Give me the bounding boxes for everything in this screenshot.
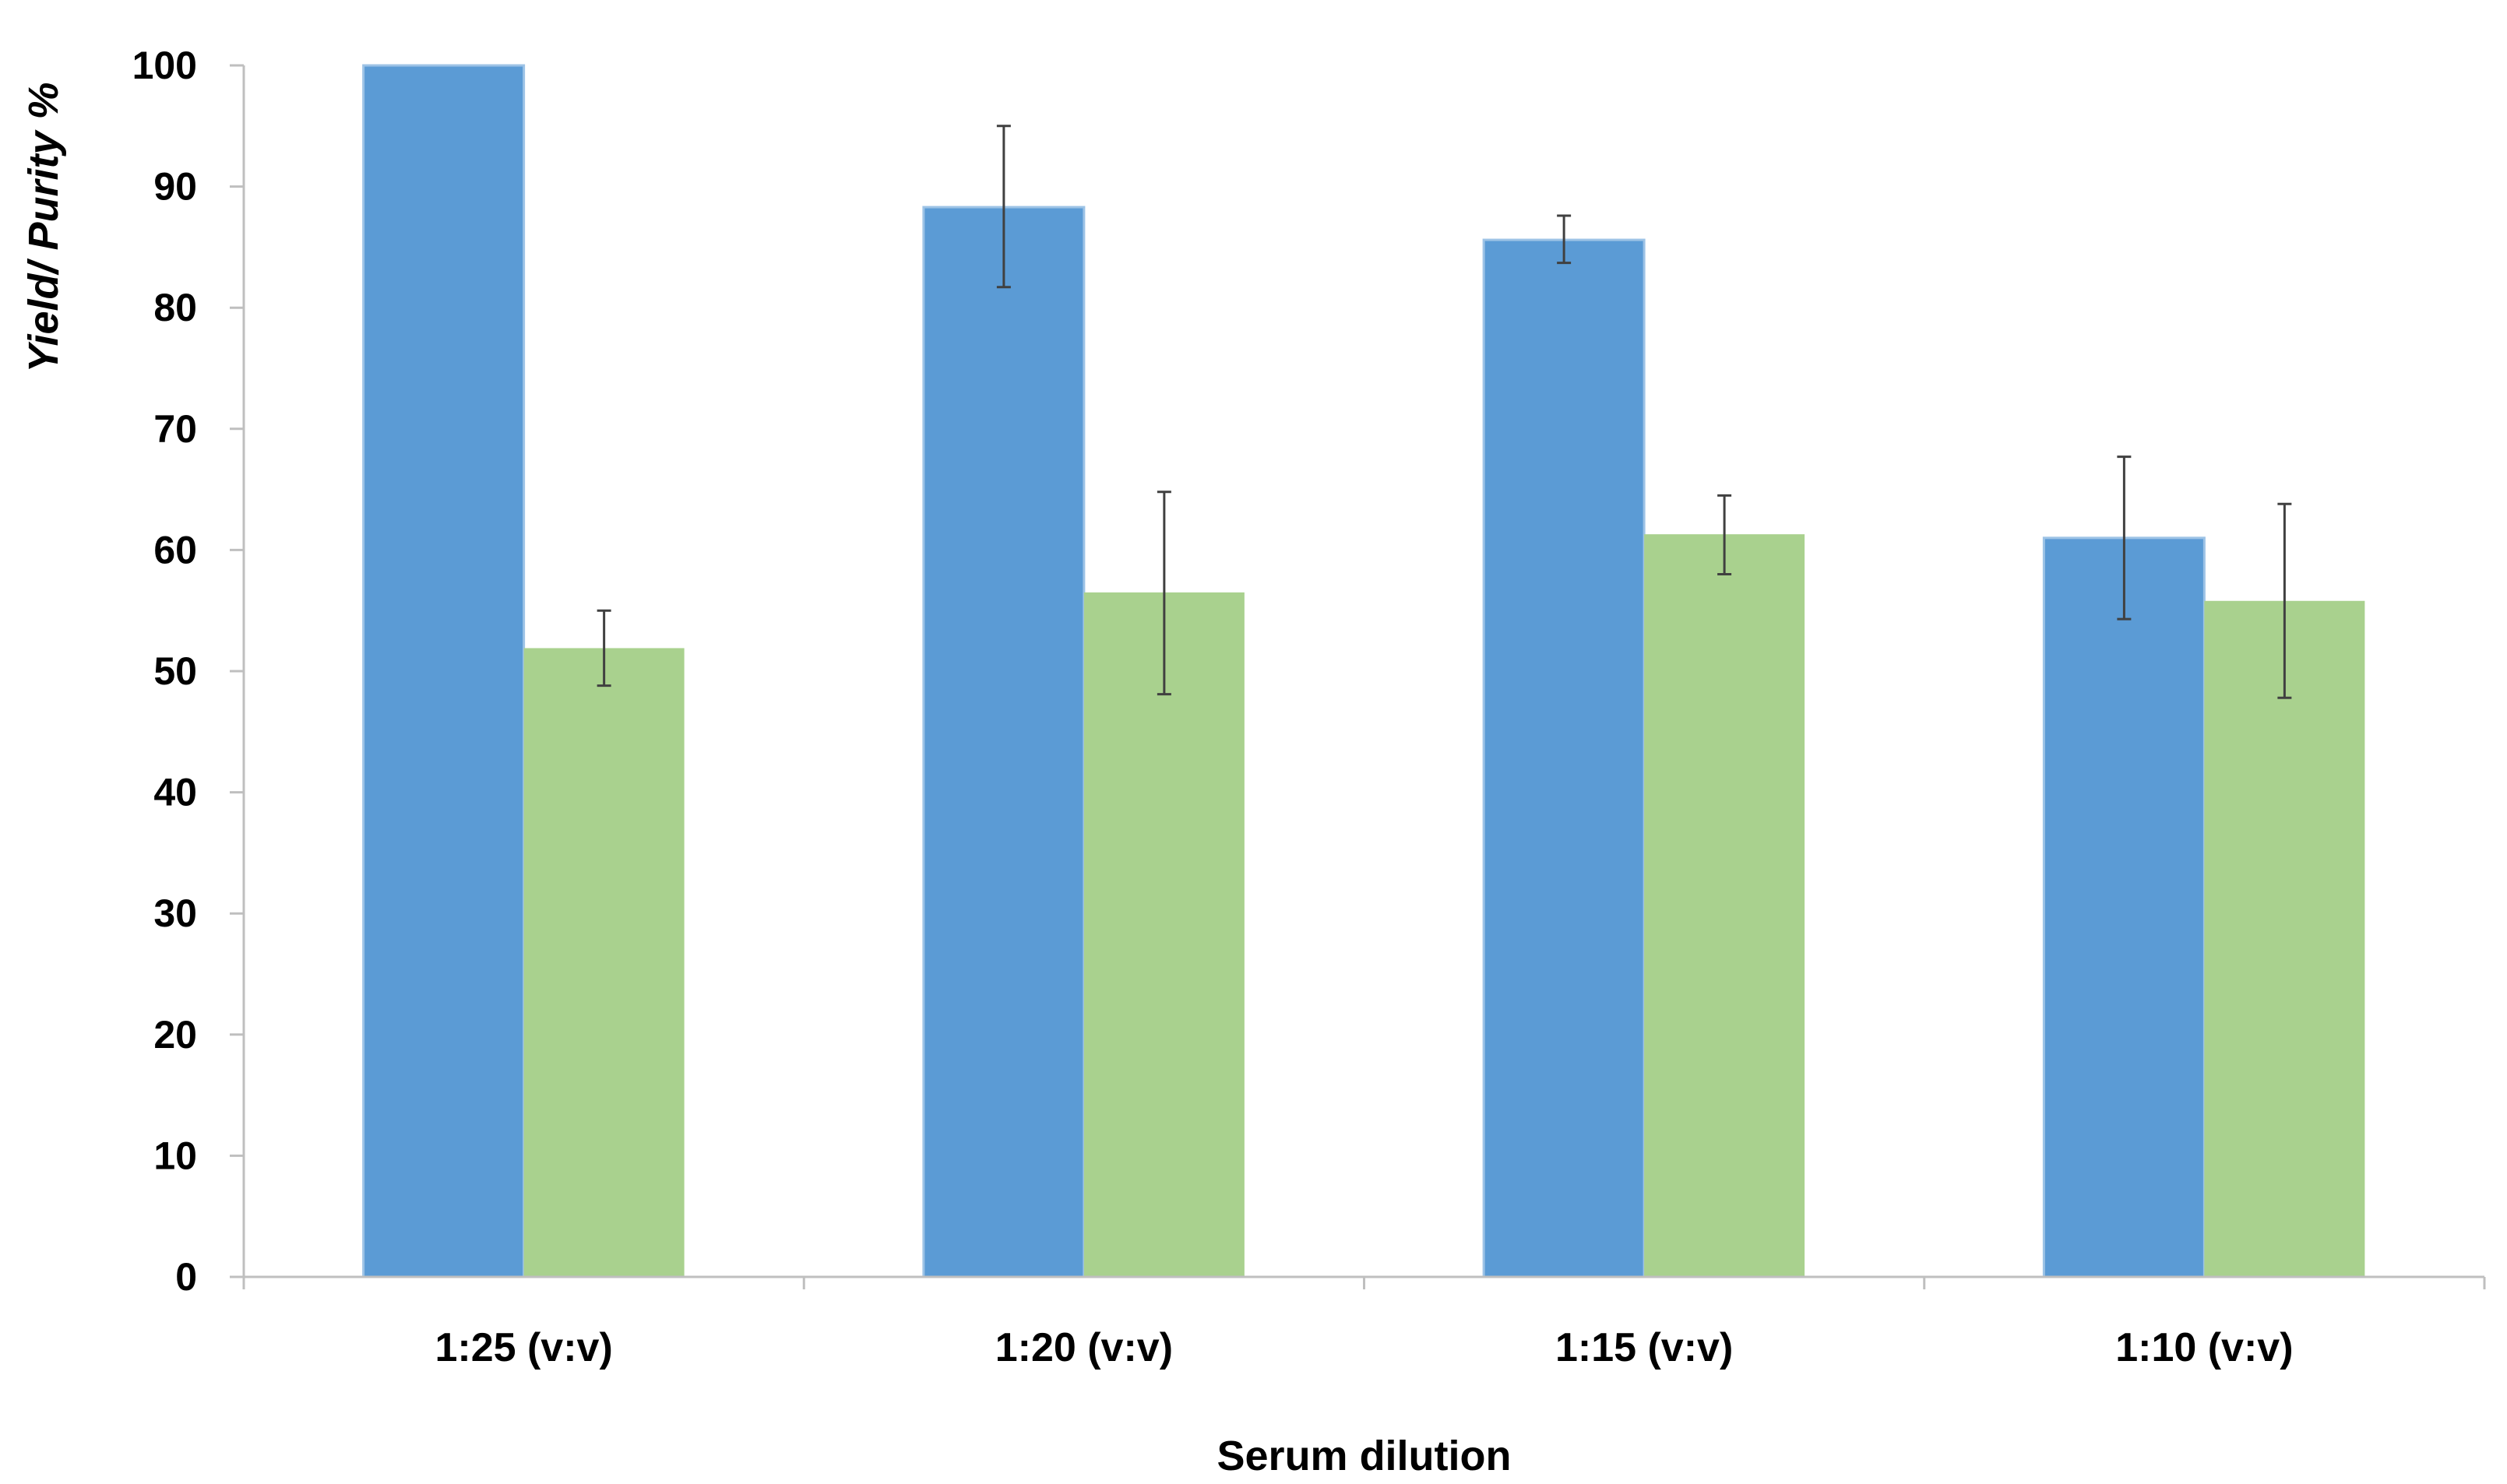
x-category-label: 1:15 (v:v) — [1555, 1325, 1733, 1370]
y-tick-label: 10 — [153, 1134, 197, 1177]
x-axis-title: Serum dilution — [1217, 1433, 1512, 1479]
y-tick-label: 60 — [153, 528, 197, 571]
x-axis-ticks — [242, 1277, 2486, 1289]
bar — [523, 648, 685, 1277]
bar — [362, 64, 526, 1278]
y-axis-ticks: 0 10 20 30 40 50 60 70 80 90 100 — [132, 44, 244, 1299]
bar — [1644, 534, 1805, 1277]
bar — [2204, 600, 2365, 1277]
x-category-label: 1:25 (v:v) — [435, 1325, 612, 1370]
y-tick-label: 100 — [132, 44, 197, 87]
y-tick-label: 0 — [175, 1255, 197, 1299]
bar — [922, 206, 1086, 1278]
bar — [1482, 238, 1646, 1278]
error-bars — [597, 125, 2292, 699]
y-tick-label: 70 — [153, 407, 197, 451]
y-axis-title: Yield/ Purity % — [20, 82, 67, 372]
bars — [362, 64, 2365, 1278]
y-tick-label: 80 — [153, 286, 197, 329]
y-tick-label: 30 — [153, 891, 197, 935]
y-tick-label: 90 — [153, 165, 197, 209]
y-tick-label: 50 — [153, 649, 197, 693]
y-tick-label: 40 — [153, 771, 197, 814]
bar — [2042, 536, 2206, 1278]
x-category-label: 1:10 (v:v) — [2115, 1325, 2293, 1370]
y-tick-label: 20 — [153, 1013, 197, 1057]
bar — [1083, 592, 1245, 1277]
x-axis-category-labels: 1:25 (v:v) 1:20 (v:v) 1:15 (v:v) 1:10 (v:v) — [435, 1325, 2293, 1370]
x-category-label: 1:20 (v:v) — [995, 1325, 1173, 1370]
